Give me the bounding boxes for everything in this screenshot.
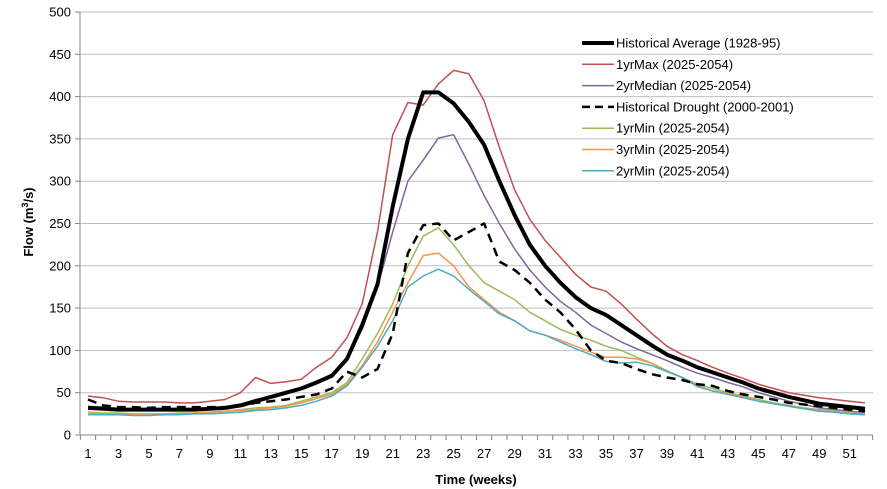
- x-tick-label-29: 29: [507, 446, 521, 461]
- x-tick-label-37: 37: [629, 446, 643, 461]
- x-tick-label-47: 47: [782, 446, 796, 461]
- y-tick-label-100: 100: [49, 343, 71, 358]
- x-tick-label-11: 11: [234, 446, 248, 461]
- legend-label-2yrmin-2025-2054: 2yrMin (2025-2054): [616, 163, 729, 178]
- y-tick-label-0: 0: [64, 428, 71, 443]
- x-tick-label-33: 33: [568, 446, 582, 461]
- x-tick-label-19: 19: [355, 446, 369, 461]
- y-tick-label-150: 150: [49, 301, 71, 316]
- gridlines: [80, 11, 873, 436]
- y-tick-label-400: 400: [49, 89, 71, 104]
- series-line-3yrmin-2025-2054: [87, 252, 866, 416]
- x-tick-label-45: 45: [751, 446, 765, 461]
- x-tick-label-39: 39: [660, 446, 674, 461]
- x-tick-label-31: 31: [538, 446, 552, 461]
- x-tick-label-25: 25: [446, 446, 460, 461]
- legend-label-1yrmax-2025-2054: 1yrMax (2025-2054): [616, 57, 733, 72]
- y-tick-label-250: 250: [49, 216, 71, 231]
- series-lines: [87, 69, 866, 417]
- legend-label-3yrmin-2025-2054: 3yrMin (2025-2054): [616, 142, 729, 157]
- y-tick-label-350: 350: [49, 131, 71, 146]
- x-tick-label-1: 1: [84, 446, 91, 461]
- series-line-historical-average-1928-95: [87, 90, 866, 412]
- y-axis-title: Flow (m3/s): [20, 187, 36, 256]
- legend-label-2yrmedian-2025-2054: 2yrMedian (2025-2054): [616, 78, 751, 93]
- x-tick-label-43: 43: [721, 446, 735, 461]
- x-tick-label-21: 21: [385, 446, 399, 461]
- y-axis-title-superscript: 3: [20, 203, 30, 208]
- x-tick-label-9: 9: [206, 446, 213, 461]
- x-tick-label-51: 51: [843, 446, 857, 461]
- legend-label-historical-drought-2000-2001: Historical Drought (2000-2001): [616, 99, 794, 114]
- y-tick-label-50: 50: [57, 385, 71, 400]
- x-tick-label-5: 5: [145, 446, 152, 461]
- x-tick-label-3: 3: [115, 446, 122, 461]
- x-tick-label-49: 49: [812, 446, 826, 461]
- legend-label-historical-average-1928-95: Historical Average (1928-95): [616, 36, 781, 51]
- y-axis-title-main: Flow (m: [21, 208, 36, 257]
- legend-label-1yrmin-2025-2054: 1yrMin (2025-2054): [616, 121, 729, 136]
- x-tick-label-15: 15: [294, 446, 308, 461]
- x-tick-label-23: 23: [416, 446, 430, 461]
- x-tick-label-7: 7: [176, 446, 183, 461]
- x-tick-label-13: 13: [264, 446, 278, 461]
- y-tick-label-200: 200: [49, 258, 71, 273]
- x-tick-label-27: 27: [477, 446, 491, 461]
- series-line-2yrmin-2025-2054: [88, 268, 866, 417]
- x-axis-title: Time (weeks): [435, 472, 516, 487]
- x-tick-label-41: 41: [690, 446, 704, 461]
- y-tick-label-500: 500: [49, 5, 71, 20]
- legend: Historical Average (1928-95) 1yrMax (2025…: [582, 36, 794, 178]
- x-tick-label-35: 35: [599, 446, 613, 461]
- series-line-1yrmax-2025-2054: [87, 69, 866, 404]
- y-tick-label-300: 300: [49, 174, 71, 189]
- y-tick-label-450: 450: [49, 47, 71, 62]
- x-tick-label-17: 17: [325, 446, 339, 461]
- y-axis-title-tail: /s): [21, 187, 36, 202]
